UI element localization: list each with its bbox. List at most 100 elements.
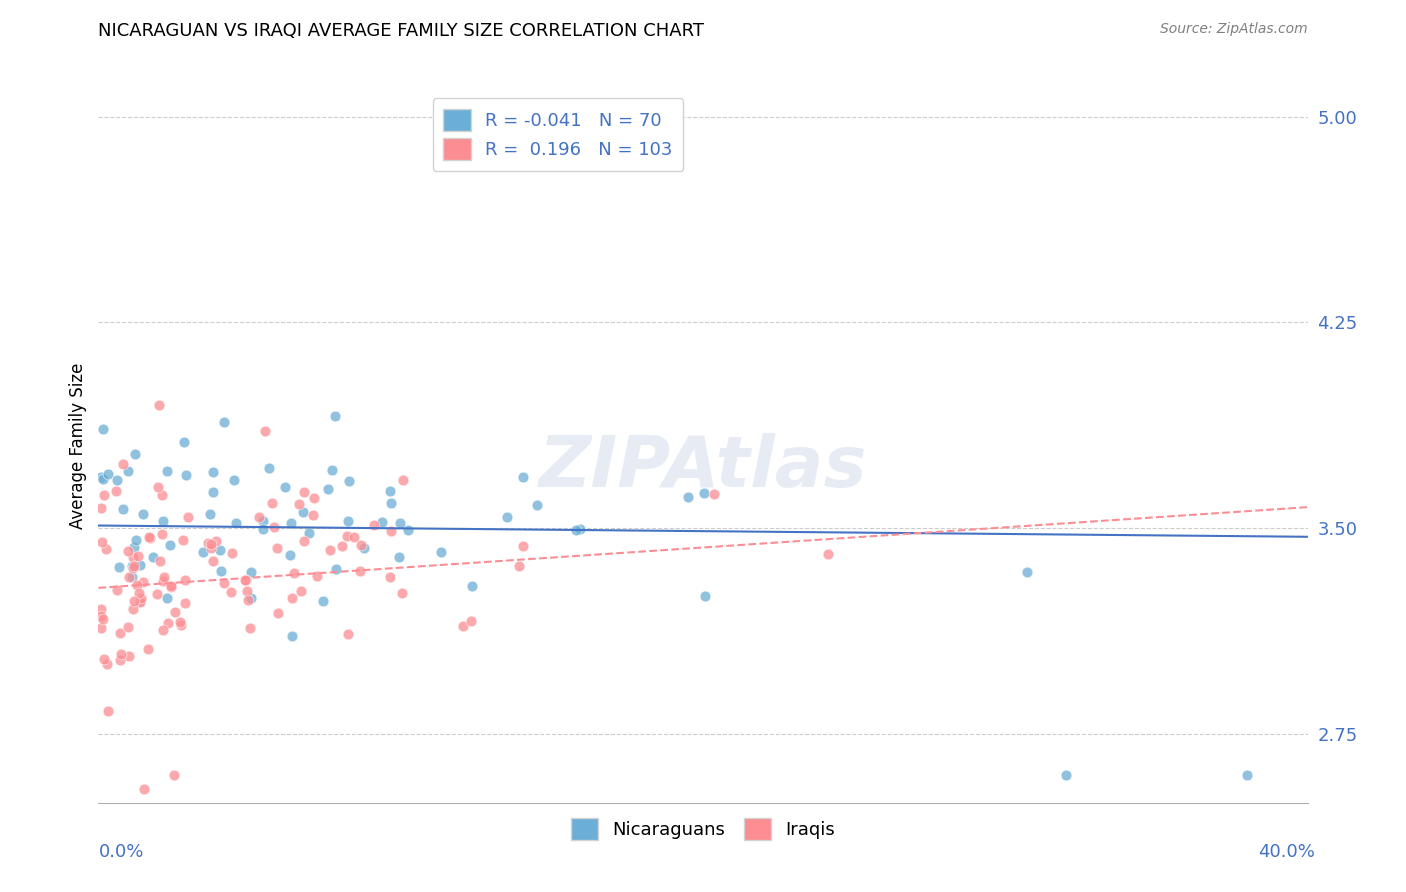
Point [526, 498, 548, 512]
Point [225, 516, 247, 531]
Point [156, 591, 179, 605]
Point [678, 490, 700, 504]
Point [136, 642, 159, 657]
Point [153, 570, 176, 584]
Point [170, 617, 193, 632]
Point [111, 501, 134, 516]
Point [221, 546, 243, 560]
Legend: Nicaraguans, Iraqis: Nicaraguans, Iraqis [561, 807, 845, 851]
Point [117, 464, 139, 478]
Point [292, 484, 315, 499]
Point [90, 501, 112, 516]
Point [283, 566, 305, 581]
Point [233, 573, 256, 587]
Point [128, 594, 150, 608]
Point [214, 576, 236, 591]
Point [257, 461, 280, 475]
Point [201, 485, 224, 500]
Point [337, 474, 360, 488]
Point [200, 541, 222, 555]
Point [117, 544, 139, 558]
Point [96, 657, 118, 671]
Point [142, 549, 165, 564]
Point [198, 507, 221, 521]
Point [122, 594, 145, 608]
Point [128, 595, 150, 609]
Point [380, 524, 402, 538]
Point [1236, 768, 1258, 782]
Point [148, 479, 170, 493]
Point [266, 541, 288, 556]
Point [302, 508, 325, 523]
Point [252, 514, 274, 528]
Point [363, 518, 385, 533]
Point [236, 584, 259, 599]
Point [703, 487, 725, 501]
Text: 40.0%: 40.0% [1258, 843, 1315, 861]
Point [93, 652, 115, 666]
Point [163, 768, 186, 782]
Point [132, 574, 155, 589]
Point [138, 531, 160, 545]
Point [112, 457, 135, 471]
Point [173, 573, 195, 587]
Point [97, 705, 120, 719]
Point [316, 482, 339, 496]
Point [150, 526, 173, 541]
Point [323, 409, 346, 424]
Point [693, 589, 716, 603]
Point [201, 465, 224, 479]
Point [152, 515, 174, 529]
Point [378, 570, 401, 584]
Point [93, 472, 115, 486]
Point [349, 564, 371, 578]
Point [90, 534, 112, 549]
Point [396, 524, 419, 538]
Point [209, 543, 232, 558]
Point [353, 541, 375, 555]
Point [221, 585, 243, 599]
Point [512, 539, 534, 553]
Point [460, 579, 482, 593]
Point [131, 591, 153, 605]
Point [247, 510, 270, 524]
Point [460, 614, 482, 628]
Point [1015, 566, 1038, 580]
Point [288, 497, 311, 511]
Point [343, 530, 366, 544]
Point [453, 618, 475, 632]
Point [156, 464, 179, 478]
Point [337, 514, 360, 528]
Point [336, 528, 359, 542]
Point [127, 549, 149, 563]
Point [430, 544, 453, 558]
Point [267, 606, 290, 620]
Point [105, 582, 128, 597]
Point [239, 622, 262, 636]
Point [274, 480, 297, 494]
Text: ZIPAtlas: ZIPAtlas [538, 433, 868, 502]
Point [122, 558, 145, 573]
Point [121, 602, 143, 616]
Point [127, 577, 149, 591]
Point [292, 505, 315, 519]
Point [325, 562, 347, 576]
Point [565, 523, 588, 537]
Point [302, 491, 325, 505]
Point [252, 522, 274, 536]
Point [172, 533, 194, 548]
Point [292, 534, 315, 549]
Point [337, 627, 360, 641]
Point [197, 535, 219, 549]
Point [108, 559, 131, 574]
Point [318, 543, 340, 558]
Point [146, 587, 169, 601]
Point [321, 463, 343, 477]
Point [97, 467, 120, 482]
Point [118, 570, 141, 584]
Point [128, 586, 150, 600]
Point [176, 509, 198, 524]
Point [290, 583, 312, 598]
Point [201, 554, 224, 568]
Point [330, 539, 353, 553]
